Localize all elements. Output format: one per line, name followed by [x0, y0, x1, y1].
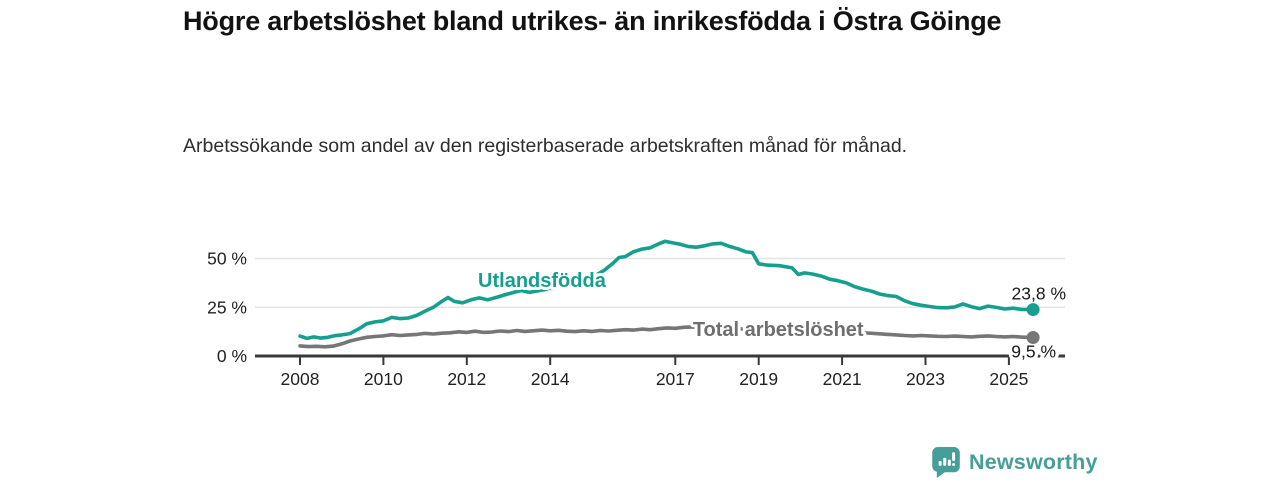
series-line-utlandsfodda — [298, 239, 1035, 341]
y-axis-tick-label: 0 % — [217, 346, 247, 366]
newsworthy-logo: Newsworthy — [932, 445, 1098, 479]
x-axis-tick-label: 2023 — [906, 369, 945, 389]
series-end-dot-total — [1026, 330, 1040, 344]
series-label-utlandsfodda: Utlandsfödda — [478, 270, 607, 292]
series-end-dot-utlandsfodda — [1026, 303, 1040, 317]
x-axis-tick-label: 2010 — [364, 369, 403, 389]
end-value-label-utlandsfodda: 23,8 % — [1012, 284, 1066, 304]
chart-subtitle: Arbetssökande som andel av den registerb… — [183, 135, 908, 157]
y-axis-tick-label: 50 % — [207, 249, 247, 269]
x-axis-tick-label: 2014 — [531, 369, 570, 389]
x-axis-tick-label: 2008 — [281, 369, 320, 389]
x-axis-tick-label: 2025 — [989, 369, 1028, 389]
x-axis-tick-label: 2012 — [447, 369, 486, 389]
chart-title: Högre arbetslöshet bland utrikes- än inr… — [183, 6, 1002, 36]
x-axis-tick-label: 2019 — [739, 369, 778, 389]
series-label-total: Total arbetslöshet — [693, 319, 864, 341]
x-axis-tick-label: 2017 — [656, 369, 695, 389]
end-value-label-total: 9,5 % — [1011, 341, 1056, 361]
y-axis-tick-label: 25 % — [207, 297, 247, 317]
series-line-total — [298, 325, 1035, 349]
newsworthy-brand-text: Newsworthy — [969, 449, 1098, 474]
newsworthy-logo-icon — [932, 446, 960, 478]
x-axis-tick-label: 2021 — [823, 369, 862, 389]
